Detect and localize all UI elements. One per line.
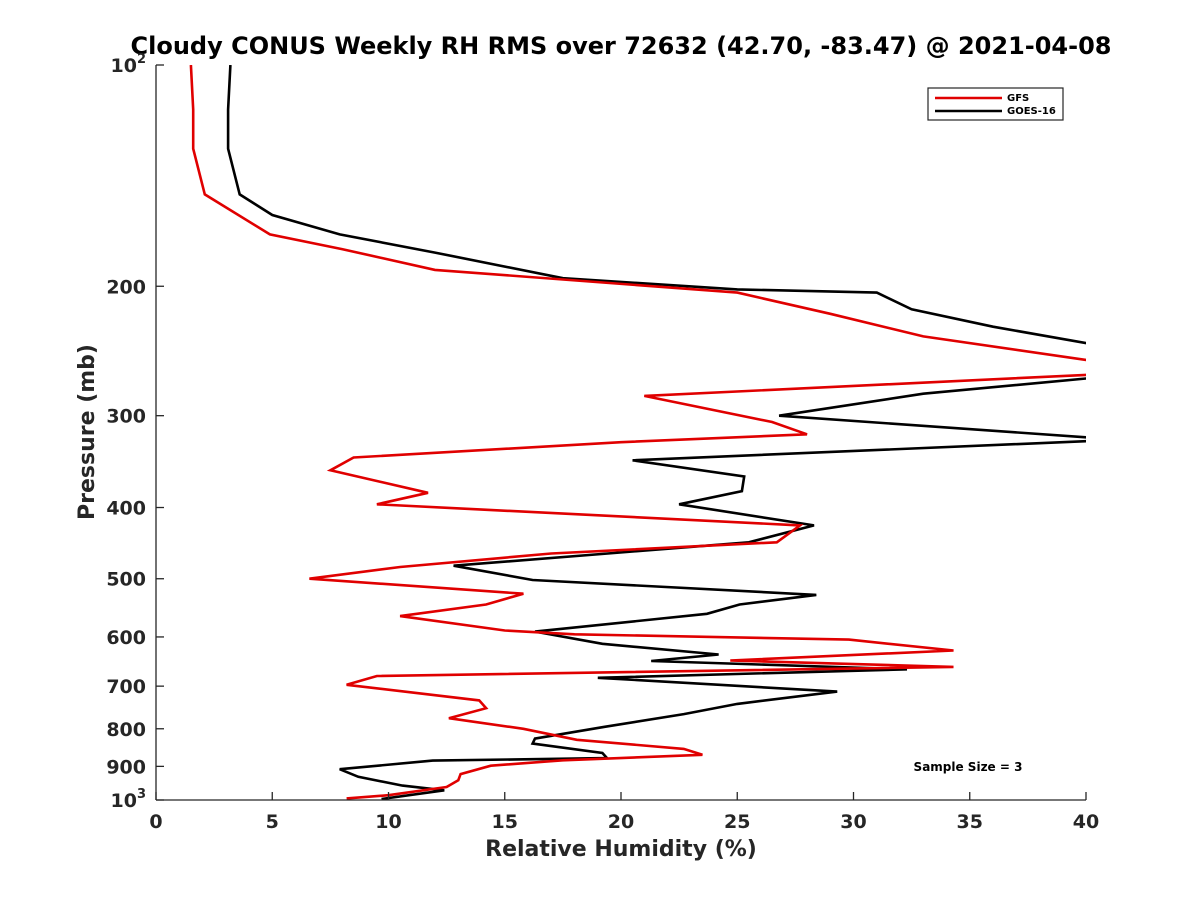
x-tick-label: 0: [149, 811, 162, 833]
y-axis-label: Pressure (mb): [75, 344, 100, 520]
y-tick-label: 103: [111, 787, 147, 812]
chart-title: Cloudy CONUS Weekly RH RMS over 72632 (4…: [131, 32, 1112, 60]
legend: GFS GOES-16: [927, 87, 1064, 121]
y-tick-label: 700: [106, 676, 146, 698]
y-tick-label: 500: [106, 569, 146, 591]
x-tick-label: 20: [608, 811, 634, 833]
x-tick-label: 5: [266, 811, 279, 833]
legend-box: [927, 87, 1064, 121]
y-tick-label: 102: [111, 52, 147, 77]
x-ticks: 0 5 10 15 20 25 30 35 40: [149, 792, 1099, 833]
y-tick-label: 400: [106, 498, 146, 520]
y-tick-label: 200: [106, 276, 146, 298]
y-ticks: 102 200 300 400 500 600 700 800 900 103: [106, 52, 164, 812]
legend-label-goes16: GOES-16: [1007, 106, 1056, 117]
x-tick-label: 35: [957, 811, 983, 833]
x-tick-label: 30: [840, 811, 866, 833]
series-line-gfs: [189, 65, 1086, 800]
y-tick-label: 800: [106, 719, 146, 741]
x-tick-label: 40: [1073, 811, 1099, 833]
sample-size-annotation: Sample Size = 3: [914, 760, 1023, 774]
series-layer: [189, 65, 1086, 800]
x-tick-label: 15: [492, 811, 518, 833]
y-tick-label: 300: [106, 406, 146, 428]
x-tick-label: 10: [375, 811, 401, 833]
series-line-goes16: [226, 65, 1086, 800]
y-tick-label: 600: [106, 627, 146, 649]
x-axis-label: Relative Humidity (%): [485, 837, 757, 862]
plot-area: [156, 65, 1086, 800]
legend-label-gfs: GFS: [1007, 93, 1029, 104]
y-tick-label: 900: [106, 756, 146, 778]
x-tick-label: 25: [724, 811, 750, 833]
